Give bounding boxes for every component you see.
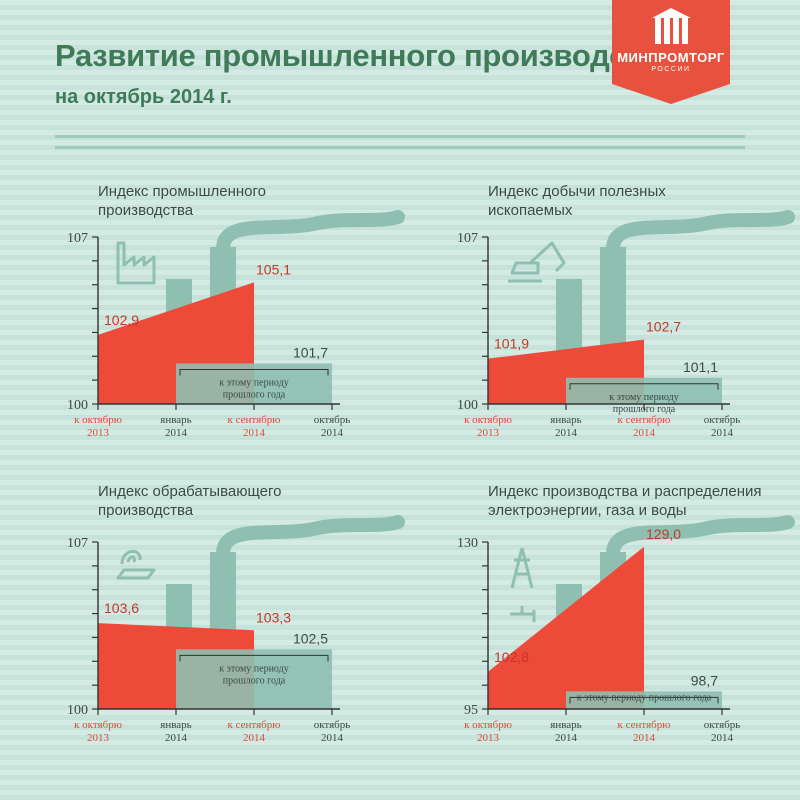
utilities-prev-bracket [569, 696, 719, 704]
utilities-smoke [606, 515, 795, 561]
utilities-end-value-label: 129,0 [646, 526, 681, 542]
woodworking-icon-shape [116, 550, 156, 580]
mining-prev-value-label: 101,1 [683, 359, 718, 375]
industrial-xtick-label: 2014 [165, 427, 188, 439]
mining-xtick-label: к сентябрю [618, 414, 671, 426]
manufacturing-prev-bracket [179, 654, 329, 662]
page-title: Развитие промышленного производства [55, 38, 677, 73]
mining-end-value-label: 102,7 [646, 319, 681, 335]
utilities-xtick-label: январь [550, 719, 581, 731]
industrial-start-value-label: 102,9 [104, 312, 139, 328]
mining-ytick-label-max: 107 [457, 231, 478, 246]
logo-subtext: РОССИИ [651, 66, 691, 73]
utilities-ytick-label-max: 130 [457, 536, 478, 551]
mining-start-value-label: 101,9 [494, 336, 529, 352]
manufacturing-xtick-label: 2014 [321, 732, 344, 744]
header-rule-top [55, 135, 745, 138]
mining-xtick-label: январь [550, 414, 581, 426]
mining-prev-note: прошлого года [613, 404, 676, 415]
industrial-xtick-label: 2014 [321, 427, 344, 439]
chart-title-mining: Индекс добычи полезных ископаемых [488, 183, 666, 219]
industrial-prev-year-band [176, 363, 332, 404]
mining-prev-year-band [566, 377, 722, 404]
manufacturing-start-value-label: 103,6 [104, 600, 139, 616]
manufacturing-prev-year-band [176, 649, 332, 709]
mining-ytick-label-min: 100 [457, 398, 478, 413]
mining-xtick-label: 2014 [711, 427, 734, 439]
utilities-xtick-label: октябрь [704, 719, 741, 731]
industrial-ytick-label-min: 100 [67, 398, 88, 413]
header-rule-bottom [55, 146, 745, 149]
industrial-xtick-label: январь [160, 414, 191, 426]
manufacturing-ytick-label-max: 107 [67, 536, 88, 551]
utilities-xtick-label: 2013 [477, 732, 500, 744]
utilities-xtick-label: к октябрю [464, 719, 512, 731]
utilities-start-value-label: 102,8 [494, 649, 529, 665]
chart-title-manufacturing: Индекс обрабатывающего производства [98, 483, 282, 519]
utilities-xtick-label: 2014 [555, 732, 578, 744]
mining-smoke [606, 210, 795, 256]
mining-chimney-right [600, 247, 626, 357]
woodworking-icon [116, 550, 156, 580]
mining-xtick-label: 2014 [555, 427, 578, 439]
manufacturing-xtick-label: 2013 [87, 732, 110, 744]
manufacturing-smoke [216, 515, 405, 561]
mining-xtick-label: 2014 [633, 427, 656, 439]
manufacturing-xtick-label: октябрь [314, 719, 351, 731]
industrial-smoke [216, 210, 405, 256]
industrial-prev-value-label: 101,7 [293, 344, 328, 360]
excavator-icon-shape [508, 241, 566, 283]
manufacturing-xtick-label: к сентябрю [228, 719, 281, 731]
ministry-logo [612, 0, 730, 104]
utilities-prev-note: к этому периоду прошлого года [577, 692, 712, 703]
manufacturing-ytick-label-min: 100 [67, 703, 88, 718]
logo-text: МИНПРОМТОРГ [617, 50, 725, 65]
utilities-prev-year-band [566, 691, 722, 709]
industrial-end-value-label: 105,1 [256, 261, 291, 277]
industrial-xtick-label: к сентябрю [228, 414, 281, 426]
chart-title-utilities: Индекс производства и распределения элек… [488, 483, 762, 519]
factory-icon [116, 241, 156, 285]
mining-xtick-label: к октябрю [464, 414, 512, 426]
manufacturing-prev-note: к этому периоду [219, 663, 288, 674]
utilities-xtick-label: 2014 [633, 732, 656, 744]
industrial-xtick-label: к октябрю [74, 414, 122, 426]
utilities-xtick-label: к сентябрю [618, 719, 671, 731]
mining-xtick-label: 2013 [477, 427, 500, 439]
manufacturing-prev-note: прошлого года [223, 675, 286, 686]
manufacturing-prev-value-label: 102,5 [293, 630, 328, 646]
utilities-index-area [488, 546, 644, 709]
utilities-prev-value-label: 98,7 [691, 672, 718, 688]
factory-icon-shape [116, 241, 156, 285]
manufacturing-end-value-label: 103,3 [256, 609, 291, 625]
power-water-icon [510, 547, 536, 622]
industrial-prev-bracket [179, 368, 329, 376]
utilities-ytick-label-min: 95 [464, 703, 478, 718]
page-subtitle: на октябрь 2014 г. [55, 86, 232, 108]
mining-chimney-left [556, 279, 582, 359]
industrial-xtick-label: 2014 [243, 427, 266, 439]
manufacturing-xtick-label: 2014 [165, 732, 188, 744]
manufacturing-xtick-label: январь [160, 719, 191, 731]
industrial-prev-note: прошлого года [223, 389, 286, 400]
industrial-prev-note: к этому периоду [219, 377, 288, 388]
manufacturing-xtick-label: к октябрю [74, 719, 122, 731]
industrial-xtick-label: 2013 [87, 427, 110, 439]
power-water-icon-shape [510, 547, 536, 622]
manufacturing-xtick-label: 2014 [243, 732, 266, 744]
utilities-xtick-label: 2014 [711, 732, 734, 744]
mining-prev-bracket [569, 383, 719, 390]
excavator-icon [508, 241, 566, 283]
mining-prev-note: к этому периоду [609, 392, 678, 403]
chart-title-industrial: Индекс промышленного производства [98, 183, 266, 219]
industrial-xtick-label: октябрь [314, 414, 351, 426]
mining-xtick-label: октябрь [704, 414, 741, 426]
industrial-ytick-label-max: 107 [67, 231, 88, 246]
